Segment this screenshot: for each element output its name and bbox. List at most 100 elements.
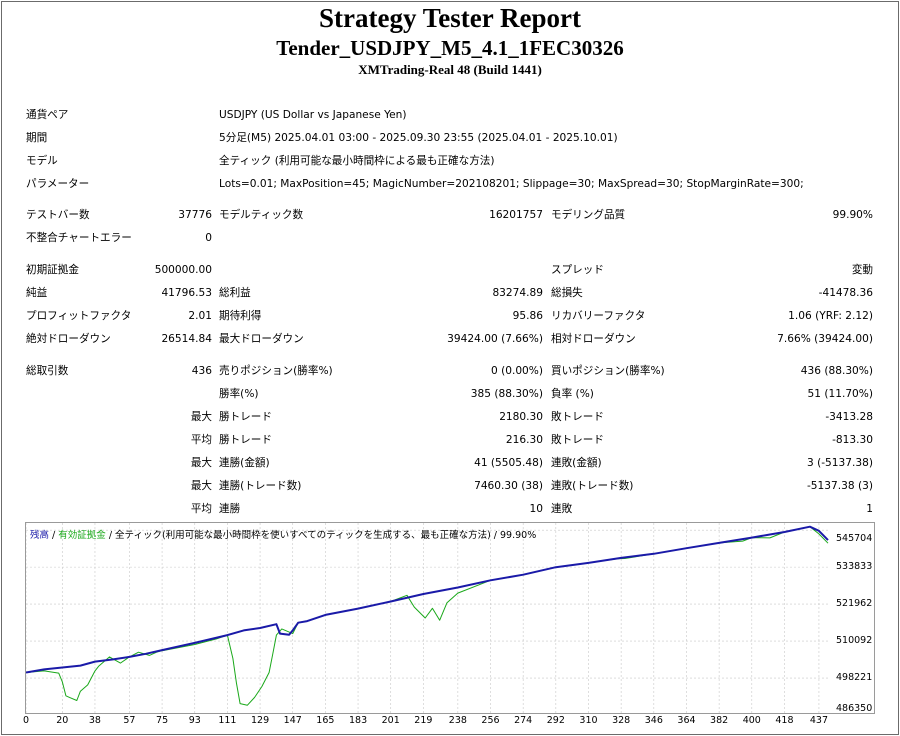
max-cons-lossamt-value: -5137.38 (3): [806, 480, 873, 492]
win-rate-value: 385 (88.30%): [470, 388, 543, 400]
x-tick-label: 400: [742, 715, 761, 726]
avg-loss-value: -813.30: [832, 434, 873, 446]
rel-dd-label: 相対ドローダウン: [551, 333, 636, 345]
quality-value: 99.90%: [832, 209, 873, 221]
max-cons-profit-value: 7460.30 (38): [474, 480, 543, 492]
chart-legend: 残高 / 有効証拠金 / 全ティック(利用可能な最小時間枠を使いすべてのティック…: [30, 530, 537, 541]
short-label: 売りポジション(勝率%): [219, 365, 333, 377]
cons-average-label: 平均: [190, 503, 212, 515]
x-tick-label: 274: [514, 715, 533, 726]
x-tick-label: 418: [775, 715, 794, 726]
gross-profit-label: 総利益: [219, 287, 251, 299]
max-cons-win-label: 連勝(金額): [219, 457, 270, 469]
deposit-label: 初期証拠金: [26, 264, 79, 276]
expected-label: 期待利得: [219, 310, 262, 322]
x-tick-label: 75: [156, 715, 169, 726]
x-tick-label: 183: [348, 715, 368, 726]
symbol-value: USDJPY (US Dollar vs Japanese Yen): [219, 109, 407, 121]
net-value: 41796.53: [161, 287, 212, 299]
max-cons-win-value: 41 (5505.48): [474, 457, 543, 469]
deposit-value: 500000.00: [154, 264, 212, 276]
x-tick-label: 346: [644, 715, 663, 726]
legend-balance: 残高: [30, 530, 50, 541]
avg-cons-win-label: 連勝: [219, 503, 241, 515]
expected-value: 95.86: [512, 310, 543, 322]
x-tick-label: 57: [123, 715, 136, 726]
recovery-label: リカバリーファクタ: [551, 310, 646, 322]
mismatch-label: 不整合チャートエラー: [26, 232, 132, 244]
model-label: モデル: [26, 155, 58, 167]
x-tick-label: 328: [612, 715, 631, 726]
net-label: 純益: [26, 287, 48, 299]
avg-win-value: 216.30: [505, 434, 543, 446]
mismatch-value: 0: [205, 232, 212, 244]
trades-label: 総取引数: [26, 365, 69, 377]
avg-win-label: 勝トレード: [219, 434, 272, 446]
long-value: 436 (88.30%): [800, 365, 873, 377]
trades-value: 436: [191, 365, 212, 377]
quality-label: モデリング品質: [551, 209, 626, 221]
params-value: Lots=0.01; MaxPosition=45; MagicNumber=2…: [219, 178, 804, 190]
x-tick-label: 364: [677, 715, 696, 726]
x-tick-label: 20: [56, 715, 69, 726]
largest-win-label: 勝トレード: [219, 411, 272, 423]
symbol-label: 通貨ペア: [26, 109, 69, 121]
avg-loss-label: 敗トレード: [551, 434, 604, 446]
x-tick-label: 111: [218, 715, 237, 726]
gross-profit-value: 83274.89: [492, 287, 543, 299]
largest-max-label: 最大: [190, 411, 212, 423]
avg-cons-loss-label: 連敗: [551, 503, 573, 515]
largest-win-value: 2180.30: [499, 411, 543, 423]
abs-dd-label: 絶対ドローダウン: [26, 333, 111, 345]
bars-value: 37776: [178, 209, 212, 221]
report-build: XMTrading-Real 48 (Build 1441): [358, 62, 542, 77]
max-dd-value: 39424.00 (7.66%): [447, 333, 543, 345]
x-tick-label: 129: [250, 715, 270, 726]
pf-label: プロフィットファクタ: [26, 310, 132, 322]
x-tick-label: 38: [88, 715, 101, 726]
max-dd-label: 最大ドローダウン: [219, 333, 304, 345]
gross-loss-value: -41478.36: [818, 287, 873, 299]
period-label: 期間: [26, 132, 48, 144]
x-tick-label: 310: [579, 715, 598, 726]
x-tick-label: 437: [809, 715, 828, 726]
short-value: 0 (0.00%): [490, 365, 543, 377]
y-tick-label: 498221: [836, 672, 873, 684]
avg-cons-win-value: 10: [529, 503, 543, 515]
spread-label: スプレッド: [551, 264, 604, 276]
spread-value: 変動: [851, 264, 873, 276]
average-label: 平均: [190, 434, 212, 446]
balance-chart: 残高 / 有効証拠金 / 全ティック(利用可能な最小時間枠を使いすべてのティック…: [25, 522, 875, 714]
x-tick-label: 93: [188, 715, 201, 726]
ticks-label: モデルティック数: [219, 209, 304, 221]
y-tick-label: 533833: [836, 561, 873, 573]
x-tick-label: 165: [316, 715, 335, 726]
x-tick-label: 292: [546, 715, 565, 726]
x-tick-label: 256: [481, 715, 500, 726]
legend-equity: 有効証拠金: [58, 530, 106, 541]
max-cons-lossamt-label: 連敗(トレード数): [551, 480, 634, 492]
gross-loss-label: 総損失: [551, 287, 583, 299]
x-tick-label: 0: [22, 715, 30, 726]
rel-dd-value: 7.66% (39424.00): [777, 333, 873, 345]
x-tick-label: 382: [710, 715, 729, 726]
max-cons-loss-label: 連敗(金額): [551, 457, 602, 469]
x-tick-label: 238: [448, 715, 467, 726]
balance-line: [26, 525, 829, 674]
y-tick-label: 521962: [836, 598, 873, 610]
loss-rate-label: 負率 (%): [551, 388, 594, 400]
balance-chart-svg: [26, 523, 829, 713]
y-tick-label: 545704: [836, 533, 873, 544]
y-tick-label: 486350: [836, 703, 873, 714]
y-tick-label: 510092: [836, 635, 873, 647]
x-tick-label: 147: [283, 715, 302, 726]
cons-profit-max-label: 最大: [190, 480, 212, 492]
loss-rate-value: 51 (11.70%): [807, 388, 873, 400]
long-label: 買いポジション(勝率%): [551, 365, 665, 377]
x-tick-label: 201: [381, 715, 400, 726]
params-label: パラメーター: [26, 178, 90, 190]
model-value: 全ティック (利用可能な最小時間枠による最も正確な方法): [219, 155, 495, 167]
x-tick-label: 219: [414, 715, 433, 726]
abs-dd-value: 26514.84: [161, 333, 212, 345]
